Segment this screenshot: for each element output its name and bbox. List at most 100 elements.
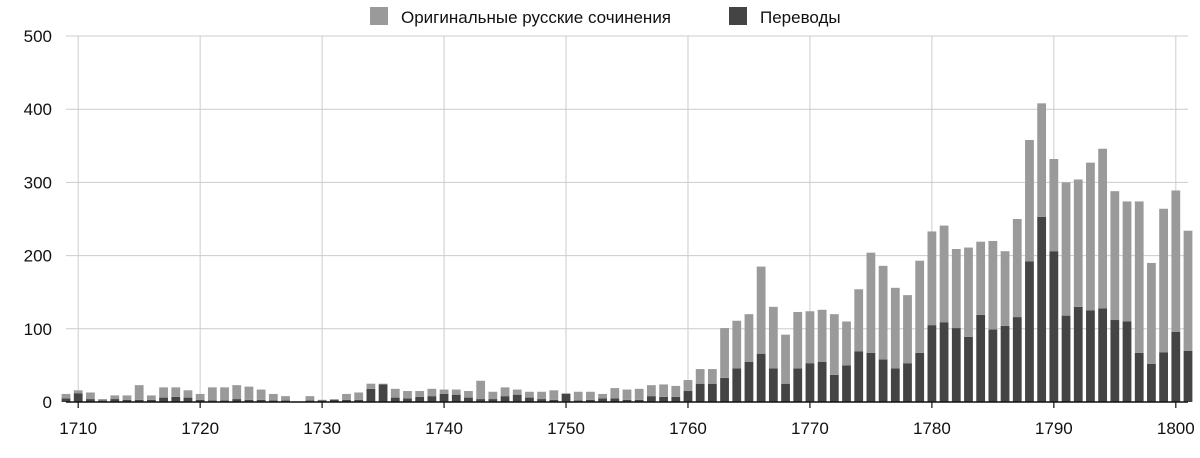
bar-originals [903,295,912,364]
bar-originals [842,321,851,366]
bar-translations [1110,320,1120,402]
bar-originals [159,387,168,398]
bar-translations [683,391,693,402]
bar-translations [707,383,717,402]
bar-originals [1037,103,1047,217]
bar-translations [403,398,412,402]
bar-originals [890,287,900,369]
bar-originals [439,389,449,394]
bar-originals [1098,148,1108,309]
bar-originals [415,391,425,397]
bar-translations [1000,325,1010,402]
bar-translations [927,325,937,402]
bar-translations [464,397,473,402]
bar-originals [512,389,522,395]
bar-originals [695,369,705,384]
bar-originals [793,311,803,369]
bar-originals [244,386,254,400]
bar-translations [122,399,132,402]
bar-translations [988,329,998,402]
bar-translations [586,399,595,402]
bar-translations [256,399,266,402]
bar-originals [378,383,388,385]
bar-translations [659,396,668,402]
bar-originals [403,391,412,399]
bar-translations [500,396,510,402]
bar-translations [671,396,681,402]
bar-translations [1073,306,1083,402]
bar-translations [1122,321,1132,402]
bar-translations [768,368,778,402]
bar-translations [61,398,71,402]
bar-translations [537,399,547,402]
bar-originals [854,289,864,352]
bar-originals [1086,162,1095,311]
bar-originals [659,384,668,397]
bar-originals [622,389,632,400]
bar-translations [1061,315,1071,402]
bar-translations [805,363,815,402]
bar-originals [451,389,461,395]
bar-translations [561,393,571,402]
bar-originals [732,320,742,369]
bar-originals [829,314,839,375]
bar-originals [549,390,559,400]
bar-translations [366,388,376,402]
bar-originals [707,369,717,384]
bar-translations [476,399,486,402]
bar-translations [134,399,144,402]
bar-originals [390,388,400,398]
bar-translations [1025,261,1034,402]
bar-translations [854,351,864,402]
bar-translations [73,393,83,402]
bar-originals [756,266,766,354]
x-tick-label: 1800 [1157,419,1195,438]
bar-originals [305,396,315,401]
bar-originals [573,391,583,401]
bar-originals [122,395,132,400]
bar-translations [878,359,888,402]
bar-originals [1061,182,1071,316]
bar-translations [695,383,705,402]
bar-originals [586,391,595,400]
bar-translations [781,383,790,402]
y-tick-label: 200 [24,247,52,266]
bar-translations [598,398,607,402]
bar-originals [110,395,120,400]
bar-translations [159,397,168,402]
legend-item-translations[interactable]: Переводы [729,7,841,27]
bar-originals [171,387,181,397]
x-tick-label: 1720 [181,419,219,438]
x-tick-label: 1730 [303,419,341,438]
bar-originals [342,393,351,400]
y-tick-label: 100 [24,320,52,339]
legend-swatch-translations [729,7,747,25]
bar-originals [73,390,83,394]
bar-translations [890,368,900,402]
bar-originals [1049,158,1059,252]
bar-originals [354,392,364,400]
legend: Оригинальные русские сочинения Переводы [370,7,841,27]
x-tick-label: 1750 [547,419,585,438]
bar-originals [207,387,217,401]
bar-translations [110,399,120,402]
legend-swatch-originals [370,7,388,25]
x-tick-label: 1770 [791,419,829,438]
x-tick-label: 1790 [1035,419,1073,438]
legend-item-originals[interactable]: Оригинальные русские сочинения [370,7,671,27]
bar-translations [183,397,193,402]
bar-originals [464,391,473,398]
bar-originals [951,249,961,329]
bar-originals [488,391,498,400]
y-tick-label: 500 [24,27,52,46]
bar-originals [183,390,193,398]
bar-translations [842,365,851,402]
bar-originals [720,328,729,378]
bar-translations [622,399,632,402]
bar-translations [647,396,656,402]
bar-originals [561,393,571,394]
x-tick-label: 1760 [669,419,707,438]
bar-originals [964,247,973,337]
bar-originals [195,393,205,400]
